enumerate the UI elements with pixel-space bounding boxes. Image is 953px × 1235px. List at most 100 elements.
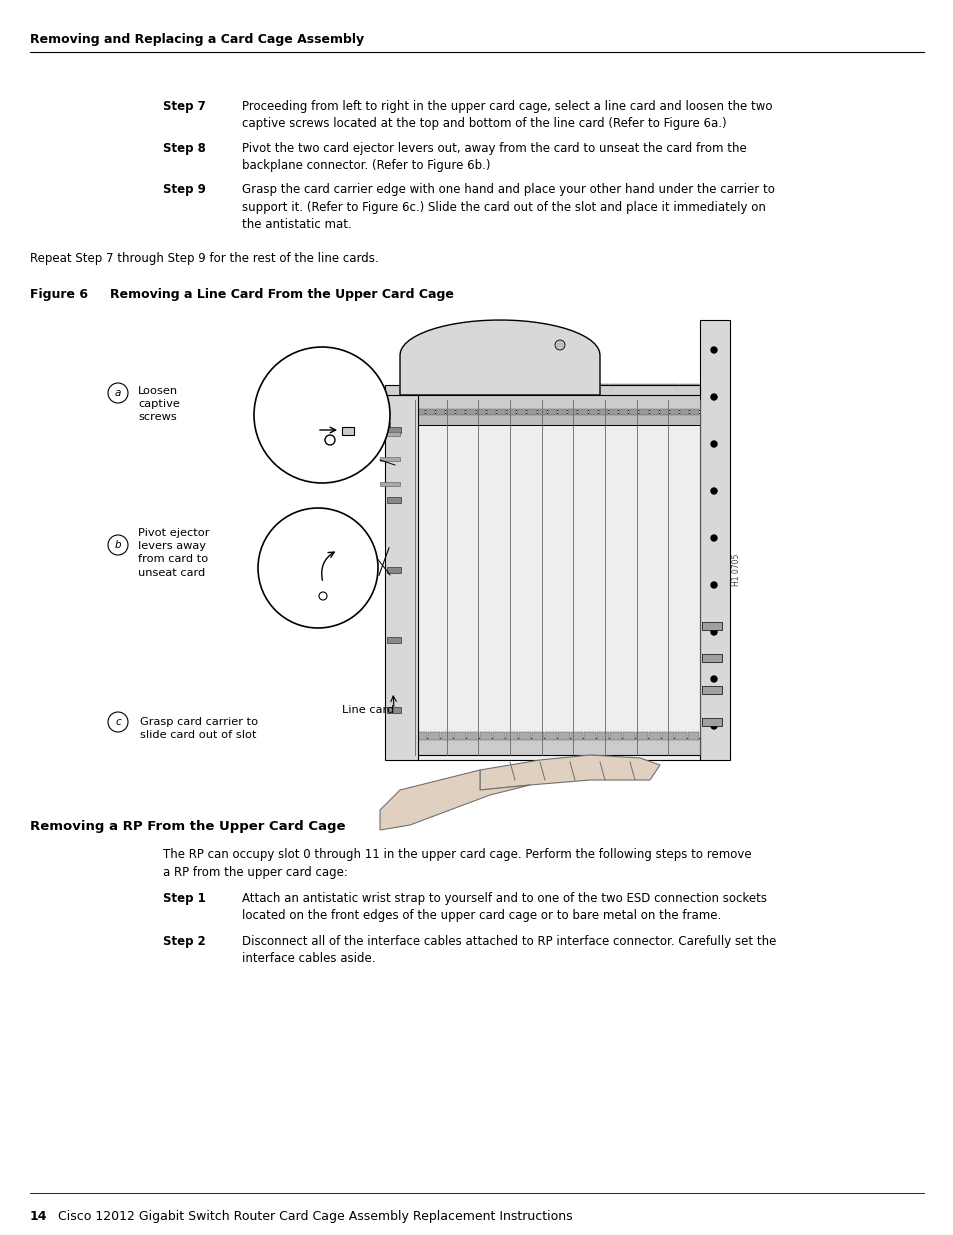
Bar	[659, 384, 668, 391]
Bar	[466, 384, 476, 391]
Bar	[476, 384, 485, 391]
Bar	[415, 400, 700, 760]
Bar	[661, 732, 673, 740]
Bar	[674, 732, 686, 740]
Bar	[622, 732, 634, 740]
Text: Figure 6: Figure 6	[30, 288, 88, 301]
Bar	[701, 718, 721, 726]
Text: Disconnect all of the interface cables attached to RP interface connector. Caref: Disconnect all of the interface cables a…	[242, 935, 776, 966]
Bar	[598, 384, 607, 391]
Bar	[507, 409, 516, 415]
Bar	[687, 732, 699, 740]
Text: Cisco 12012 Gigabit Switch Router Card Cage Assembly Replacement Instructions: Cisco 12012 Gigabit Switch Router Card C…	[58, 1210, 572, 1223]
Text: Removing a Line Card From the Upper Card Cage: Removing a Line Card From the Upper Card…	[110, 288, 454, 301]
Bar	[568, 409, 577, 415]
Text: Removing a RP From the Upper Card Cage: Removing a RP From the Upper Card Cage	[30, 820, 345, 832]
Circle shape	[710, 488, 717, 494]
Text: Step 7: Step 7	[163, 100, 206, 112]
Bar	[456, 409, 465, 415]
Bar	[583, 732, 596, 740]
Circle shape	[108, 383, 128, 403]
Bar	[486, 384, 496, 391]
Bar	[456, 384, 465, 391]
Text: The RP can occupy slot 0 through 11 in the upper card cage. Perform the followin: The RP can occupy slot 0 through 11 in t…	[163, 848, 751, 879]
Text: Pivot the two card ejector levers out, away from the card to unseat the card fro: Pivot the two card ejector levers out, a…	[242, 142, 746, 173]
Bar	[648, 732, 659, 740]
Bar	[379, 482, 399, 487]
Bar	[387, 637, 400, 643]
Circle shape	[555, 340, 564, 350]
Text: H1 0705: H1 0705	[731, 553, 740, 587]
Bar	[618, 384, 628, 391]
Bar	[436, 384, 444, 391]
Bar	[649, 384, 659, 391]
Bar	[639, 384, 648, 391]
Bar	[547, 384, 557, 391]
Bar	[454, 732, 466, 740]
Bar	[588, 384, 598, 391]
Text: Line card: Line card	[341, 705, 394, 715]
Bar	[479, 732, 492, 740]
Circle shape	[710, 582, 717, 588]
Bar	[608, 409, 618, 415]
Bar	[679, 409, 689, 415]
Bar	[558, 732, 569, 740]
Circle shape	[710, 722, 717, 729]
Text: Step 8: Step 8	[163, 142, 206, 156]
Bar	[387, 496, 400, 503]
Bar	[416, 384, 424, 391]
Circle shape	[710, 347, 717, 353]
Circle shape	[710, 629, 717, 635]
Bar	[588, 409, 598, 415]
Text: Grasp the card carrier edge with one hand and place your other hand under the ca: Grasp the card carrier edge with one han…	[242, 183, 774, 231]
Circle shape	[108, 713, 128, 732]
Bar	[446, 384, 455, 391]
Bar	[635, 732, 647, 740]
Circle shape	[325, 435, 335, 445]
Bar	[537, 409, 546, 415]
Bar	[428, 732, 440, 740]
Bar	[493, 732, 505, 740]
Text: Proceeding from left to right in the upper card cage, select a line card and loo: Proceeding from left to right in the upp…	[242, 100, 772, 131]
Bar	[416, 732, 427, 740]
Circle shape	[253, 347, 390, 483]
Bar	[570, 732, 582, 740]
Circle shape	[710, 535, 717, 541]
Bar	[629, 384, 638, 391]
Bar	[441, 732, 453, 740]
Bar	[558, 384, 567, 391]
Text: b: b	[114, 540, 121, 550]
Bar	[476, 409, 485, 415]
Bar	[701, 622, 721, 630]
Text: Repeat Step 7 through Step 9 for the rest of the line cards.: Repeat Step 7 through Step 9 for the res…	[30, 252, 378, 266]
Text: Pivot ejector
levers away
from card to
unseat card: Pivot ejector levers away from card to u…	[138, 529, 210, 578]
Bar	[609, 732, 621, 740]
Bar	[466, 409, 476, 415]
Bar	[415, 412, 700, 425]
Polygon shape	[379, 769, 530, 830]
Polygon shape	[479, 755, 659, 790]
Bar	[506, 732, 517, 740]
Circle shape	[710, 394, 717, 400]
Bar	[679, 384, 689, 391]
Bar	[649, 409, 659, 415]
Bar	[701, 685, 721, 694]
Text: a: a	[114, 388, 121, 398]
Text: Step 9: Step 9	[163, 183, 206, 196]
Bar	[578, 384, 587, 391]
Bar	[425, 409, 435, 415]
Bar	[537, 384, 546, 391]
Bar	[578, 409, 587, 415]
Text: Grasp card carrier to
slide card out of slot: Grasp card carrier to slide card out of …	[140, 718, 258, 740]
Bar	[608, 384, 618, 391]
Bar	[415, 390, 700, 410]
Bar	[669, 409, 679, 415]
Bar	[379, 432, 399, 436]
Bar	[597, 732, 608, 740]
Text: Step 2: Step 2	[163, 935, 206, 948]
Circle shape	[710, 676, 717, 682]
Bar	[507, 384, 516, 391]
Circle shape	[108, 535, 128, 555]
Bar	[629, 409, 638, 415]
Bar	[669, 384, 679, 391]
